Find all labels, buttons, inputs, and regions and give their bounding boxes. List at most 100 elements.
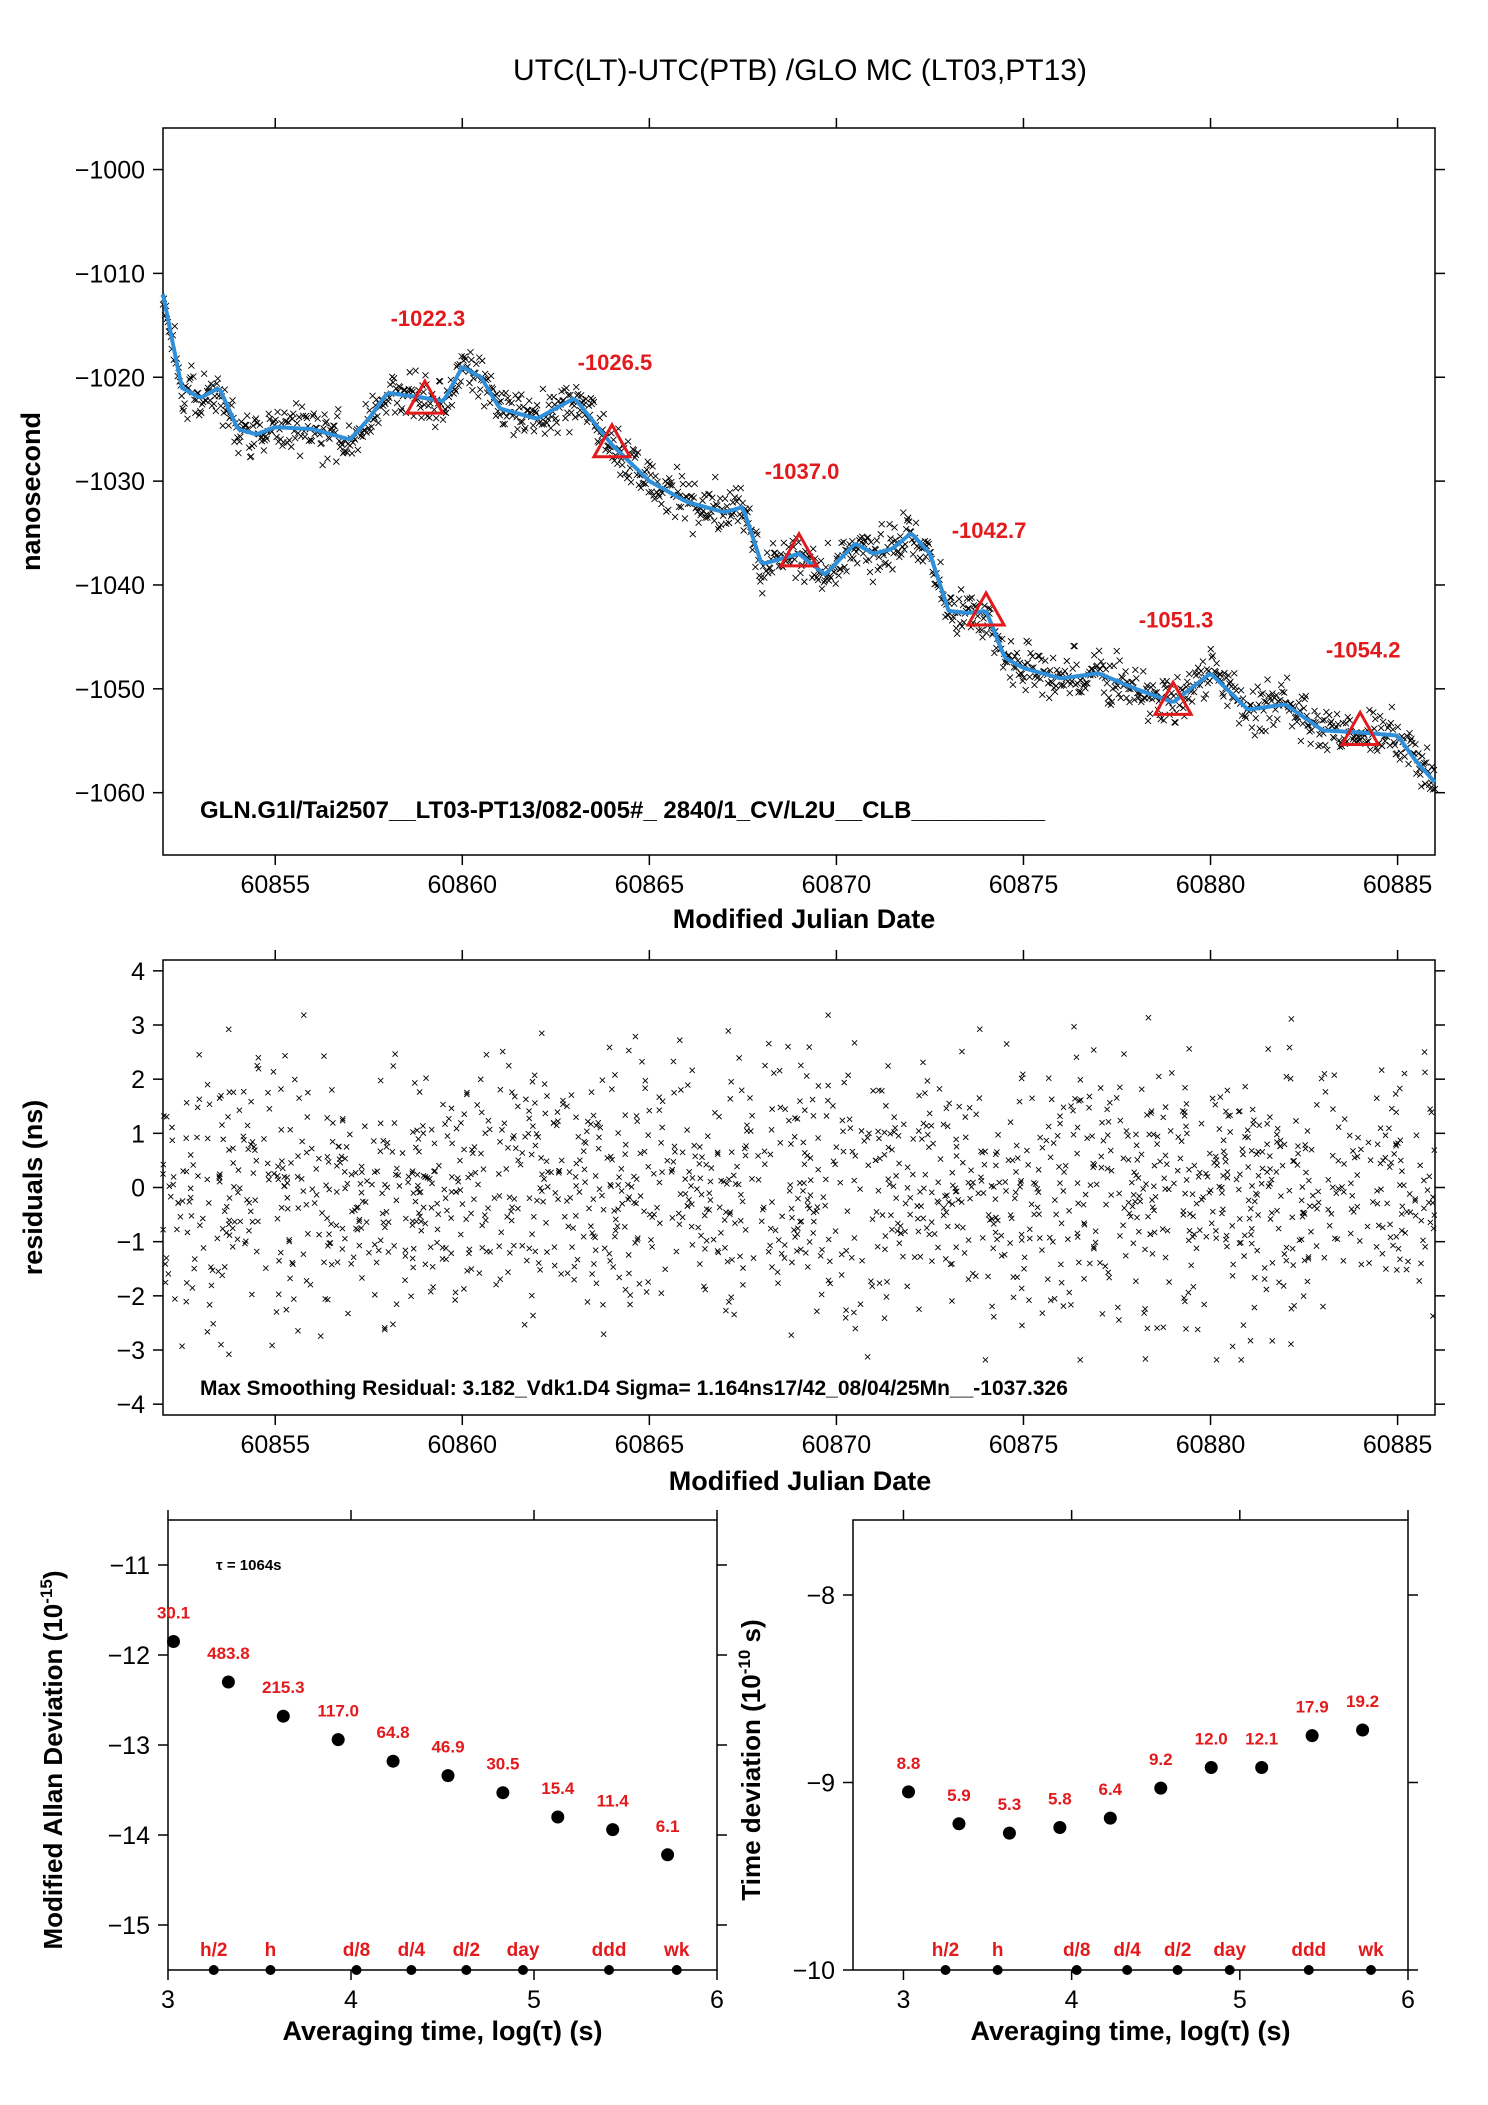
data-point	[304, 1089, 311, 1096]
data-point	[1240, 1322, 1247, 1329]
data-point	[1248, 1147, 1255, 1154]
data-point	[637, 1150, 644, 1157]
data-point	[522, 1096, 529, 1103]
data-point	[954, 1223, 961, 1230]
data-point	[358, 1189, 365, 1196]
data-point	[884, 1278, 890, 1285]
data-point	[924, 1131, 931, 1138]
data-point	[654, 1204, 660, 1211]
data-point	[668, 1168, 675, 1175]
data-point	[1160, 1324, 1167, 1331]
data-point	[328, 1087, 335, 1093]
data-point	[342, 1185, 349, 1192]
data-point	[1416, 1277, 1423, 1284]
data-point	[656, 1220, 663, 1227]
data-point	[739, 499, 747, 507]
data-point	[542, 1110, 549, 1117]
x-tick-label: 6	[710, 1986, 724, 2014]
data-point	[412, 367, 419, 375]
data-point	[1169, 704, 1176, 712]
data-point	[882, 559, 889, 567]
data-point	[843, 1307, 850, 1314]
y-tick-label: −3	[116, 1337, 145, 1365]
data-point	[866, 568, 874, 576]
data-point	[949, 1298, 955, 1304]
data-point	[445, 1115, 452, 1122]
data-point	[599, 1192, 605, 1199]
data-point	[1229, 1272, 1236, 1279]
data-point	[777, 1104, 784, 1111]
triangle-marker	[965, 589, 1007, 627]
data-point	[1121, 1205, 1128, 1211]
data-point	[614, 460, 621, 467]
time-mark-label: day	[507, 1940, 540, 1961]
data-point	[1027, 649, 1034, 657]
data-point	[1249, 1182, 1255, 1189]
data-point	[1011, 652, 1019, 660]
data-point	[1185, 1289, 1192, 1296]
data-point	[448, 1250, 455, 1257]
data-point	[1196, 1227, 1203, 1234]
data-point	[1090, 1047, 1097, 1053]
data-point	[538, 1030, 545, 1037]
data-point	[1387, 1234, 1394, 1241]
data-point	[752, 563, 759, 571]
data-point	[672, 1148, 678, 1155]
data-point	[758, 1218, 765, 1225]
data-point	[190, 373, 197, 380]
data-point	[779, 1213, 786, 1220]
data-point	[1247, 1337, 1254, 1344]
data-point	[1045, 1123, 1052, 1130]
data-point	[389, 379, 397, 386]
time-mark-dot	[604, 1965, 615, 1975]
data-point	[1335, 1124, 1342, 1131]
data-point	[830, 1102, 836, 1109]
data-point	[1302, 1145, 1309, 1152]
data-point	[333, 1189, 340, 1195]
data-point	[1306, 728, 1313, 735]
data-point	[1154, 1325, 1161, 1331]
data-point	[485, 1117, 492, 1124]
data-point	[277, 1249, 284, 1256]
data-point	[323, 418, 330, 425]
data-point	[881, 1151, 888, 1158]
data-point	[274, 408, 281, 416]
data-point	[432, 1168, 438, 1174]
data-point	[696, 1144, 703, 1150]
data-point	[904, 1283, 911, 1290]
data-point	[796, 1179, 803, 1186]
data-point	[287, 443, 295, 451]
data-point	[1314, 1205, 1320, 1212]
data-point	[452, 1289, 459, 1296]
data-point	[1242, 714, 1250, 722]
data-point	[339, 1246, 346, 1252]
data-point	[1133, 674, 1140, 682]
data-point	[501, 420, 509, 428]
data-point	[628, 1183, 635, 1190]
data-point	[1123, 694, 1130, 702]
data-point	[1102, 1263, 1109, 1270]
data-point	[590, 1196, 597, 1203]
data-point	[1340, 1257, 1347, 1264]
data-point	[521, 1321, 528, 1328]
data-point	[511, 1093, 518, 1100]
data-point	[473, 360, 480, 368]
data-point	[515, 1157, 522, 1164]
data-point	[649, 1214, 656, 1221]
data-point	[1164, 1227, 1171, 1234]
data-point	[685, 481, 693, 488]
data-point	[1098, 1153, 1105, 1160]
data-point	[710, 1236, 717, 1243]
data-point	[1377, 1160, 1384, 1167]
data-point	[290, 1296, 297, 1303]
data-point	[221, 1208, 228, 1215]
data-point	[882, 1102, 889, 1109]
data-point	[703, 1161, 710, 1168]
data-point	[1364, 1223, 1371, 1230]
data-point	[1017, 1180, 1024, 1186]
data-point	[778, 1250, 785, 1257]
y-tick-label: −1050	[75, 676, 145, 704]
data-point	[744, 1122, 750, 1129]
data-point	[219, 1272, 226, 1279]
point-label: 9.2	[1149, 1750, 1173, 1769]
